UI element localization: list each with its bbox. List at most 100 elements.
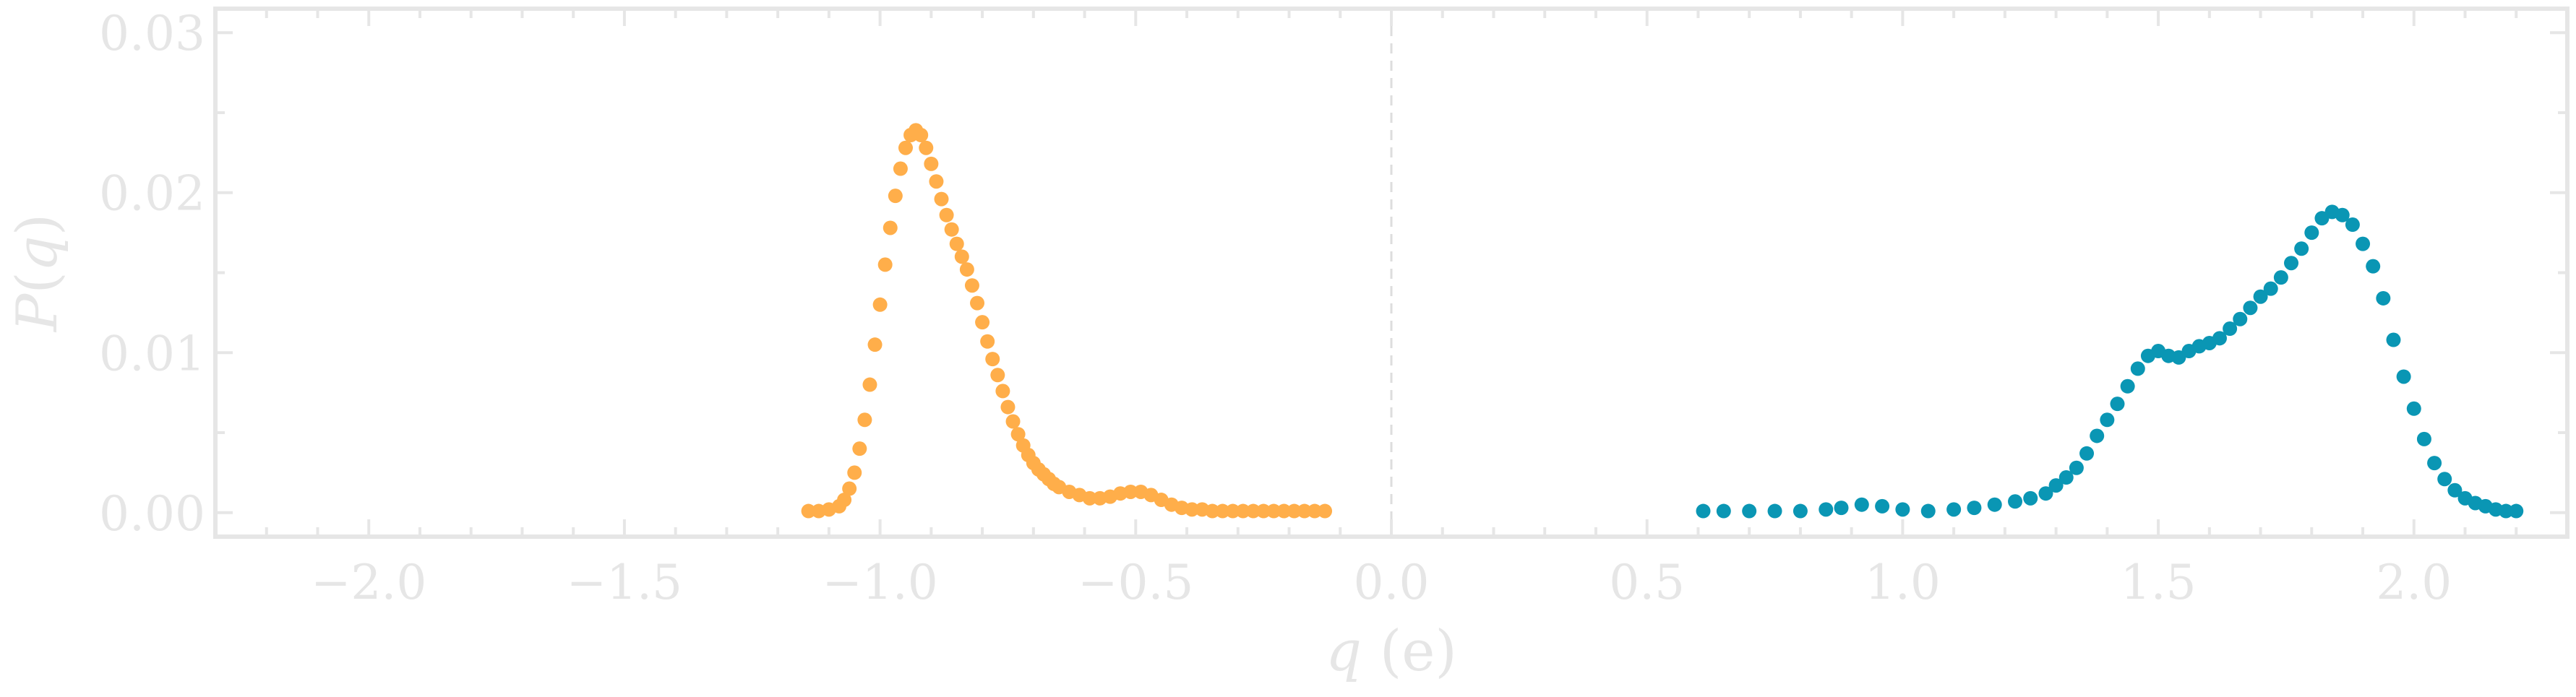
- data-point: [2437, 472, 2452, 487]
- x-tick-label: −1.0: [822, 555, 937, 610]
- data-point: [975, 315, 990, 330]
- data-point: [1895, 502, 1910, 517]
- data-point: [847, 465, 862, 480]
- data-point: [1742, 503, 1757, 519]
- x-axis-unit: (e): [1362, 619, 1457, 684]
- data-point: [959, 262, 974, 277]
- data-point: [970, 295, 985, 311]
- data-point: [995, 384, 1010, 399]
- data-point: [1256, 503, 1271, 519]
- data-point: [898, 140, 913, 155]
- data-point: [929, 174, 944, 189]
- y-axis-open-paren: (: [5, 272, 70, 293]
- data-point: [2058, 470, 2074, 485]
- data-point: [919, 140, 934, 155]
- data-point: [893, 161, 908, 176]
- x-tick-label: 2.0: [2376, 555, 2452, 610]
- data-point: [1235, 503, 1250, 519]
- data-point: [1987, 497, 2002, 512]
- data-point: [2284, 256, 2299, 271]
- y-axis-title: P(q): [5, 214, 70, 333]
- data-point: [2038, 486, 2053, 501]
- x-axis-title: q (e): [1326, 619, 1457, 684]
- y-tick-label: 0.02: [99, 166, 205, 222]
- data-point: [2396, 369, 2411, 384]
- data-point: [2100, 412, 2115, 428]
- data-point: [1246, 503, 1261, 519]
- data-point: [1205, 503, 1220, 519]
- y-axis-function-name: P: [5, 293, 70, 333]
- data-point: [1215, 503, 1230, 519]
- x-tick-label: −0.5: [1078, 555, 1193, 610]
- data-point: [2366, 259, 2381, 274]
- data-point: [872, 297, 888, 312]
- data-point: [990, 368, 1005, 383]
- x-tick-label: 1.5: [2121, 555, 2197, 610]
- data-point: [980, 334, 995, 349]
- data-point: [2509, 503, 2524, 519]
- data-point: [862, 377, 877, 392]
- data-point: [1946, 502, 1962, 517]
- data-point: [801, 503, 816, 519]
- data-point: [883, 220, 898, 235]
- data-point: [2233, 311, 2248, 326]
- x-tick-label: −2.0: [311, 555, 426, 610]
- data-point: [2447, 482, 2463, 498]
- data-point: [857, 412, 872, 428]
- data-point: [1793, 503, 1808, 519]
- data-point: [1005, 414, 1021, 429]
- data-point: [2069, 460, 2084, 475]
- data-point: [1920, 503, 1936, 519]
- data-point: [2008, 494, 2023, 509]
- data-point: [2345, 217, 2360, 233]
- data-point: [2090, 428, 2105, 443]
- data-point: [914, 127, 929, 142]
- data-point: [1225, 503, 1240, 519]
- data-point: [964, 278, 979, 293]
- y-tick-label: 0.03: [99, 6, 205, 61]
- data-point: [2253, 289, 2268, 304]
- data-point: [1967, 501, 1982, 516]
- data-point: [2273, 270, 2288, 285]
- data-point: [1854, 497, 1869, 512]
- data-point: [2048, 478, 2064, 493]
- data-point: [954, 249, 969, 264]
- data-point: [2376, 290, 2391, 306]
- x-tick-label: −1.5: [567, 555, 682, 610]
- data-point: [1000, 399, 1016, 415]
- data-point: [867, 337, 883, 352]
- series-2: [1696, 204, 2524, 519]
- data-point: [1307, 503, 1322, 519]
- x-tick-label: 1.0: [1865, 555, 1941, 610]
- data-point: [1819, 502, 1834, 517]
- data-point: [1287, 503, 1302, 519]
- data-point: [1185, 502, 1200, 517]
- series-layer: [801, 123, 2524, 519]
- x-axis-variable: q: [1326, 619, 1362, 684]
- data-point: [888, 189, 903, 204]
- data-point: [2223, 321, 2238, 337]
- data-point: [842, 481, 857, 496]
- y-tick-label: 0.01: [99, 326, 205, 381]
- data-point: [985, 352, 1000, 367]
- data-point: [1834, 501, 1849, 516]
- data-point: [2110, 397, 2125, 412]
- data-point: [1276, 503, 1292, 519]
- y-axis-close-paren: ): [5, 214, 70, 235]
- data-point: [1266, 503, 1281, 519]
- data-point: [1875, 498, 1890, 514]
- data-point: [2406, 401, 2421, 416]
- data-point: [924, 156, 939, 171]
- data-point: [2386, 332, 2401, 347]
- data-point: [1696, 503, 1711, 519]
- data-point: [1716, 503, 1731, 519]
- data-point: [2416, 431, 2431, 446]
- data-point: [2243, 300, 2258, 316]
- data-point: [944, 222, 959, 237]
- data-point: [2294, 241, 2309, 256]
- data-point: [1297, 503, 1312, 519]
- data-point: [1767, 503, 1782, 519]
- ticks-layer: [215, 9, 2567, 537]
- data-point: [1123, 484, 1138, 499]
